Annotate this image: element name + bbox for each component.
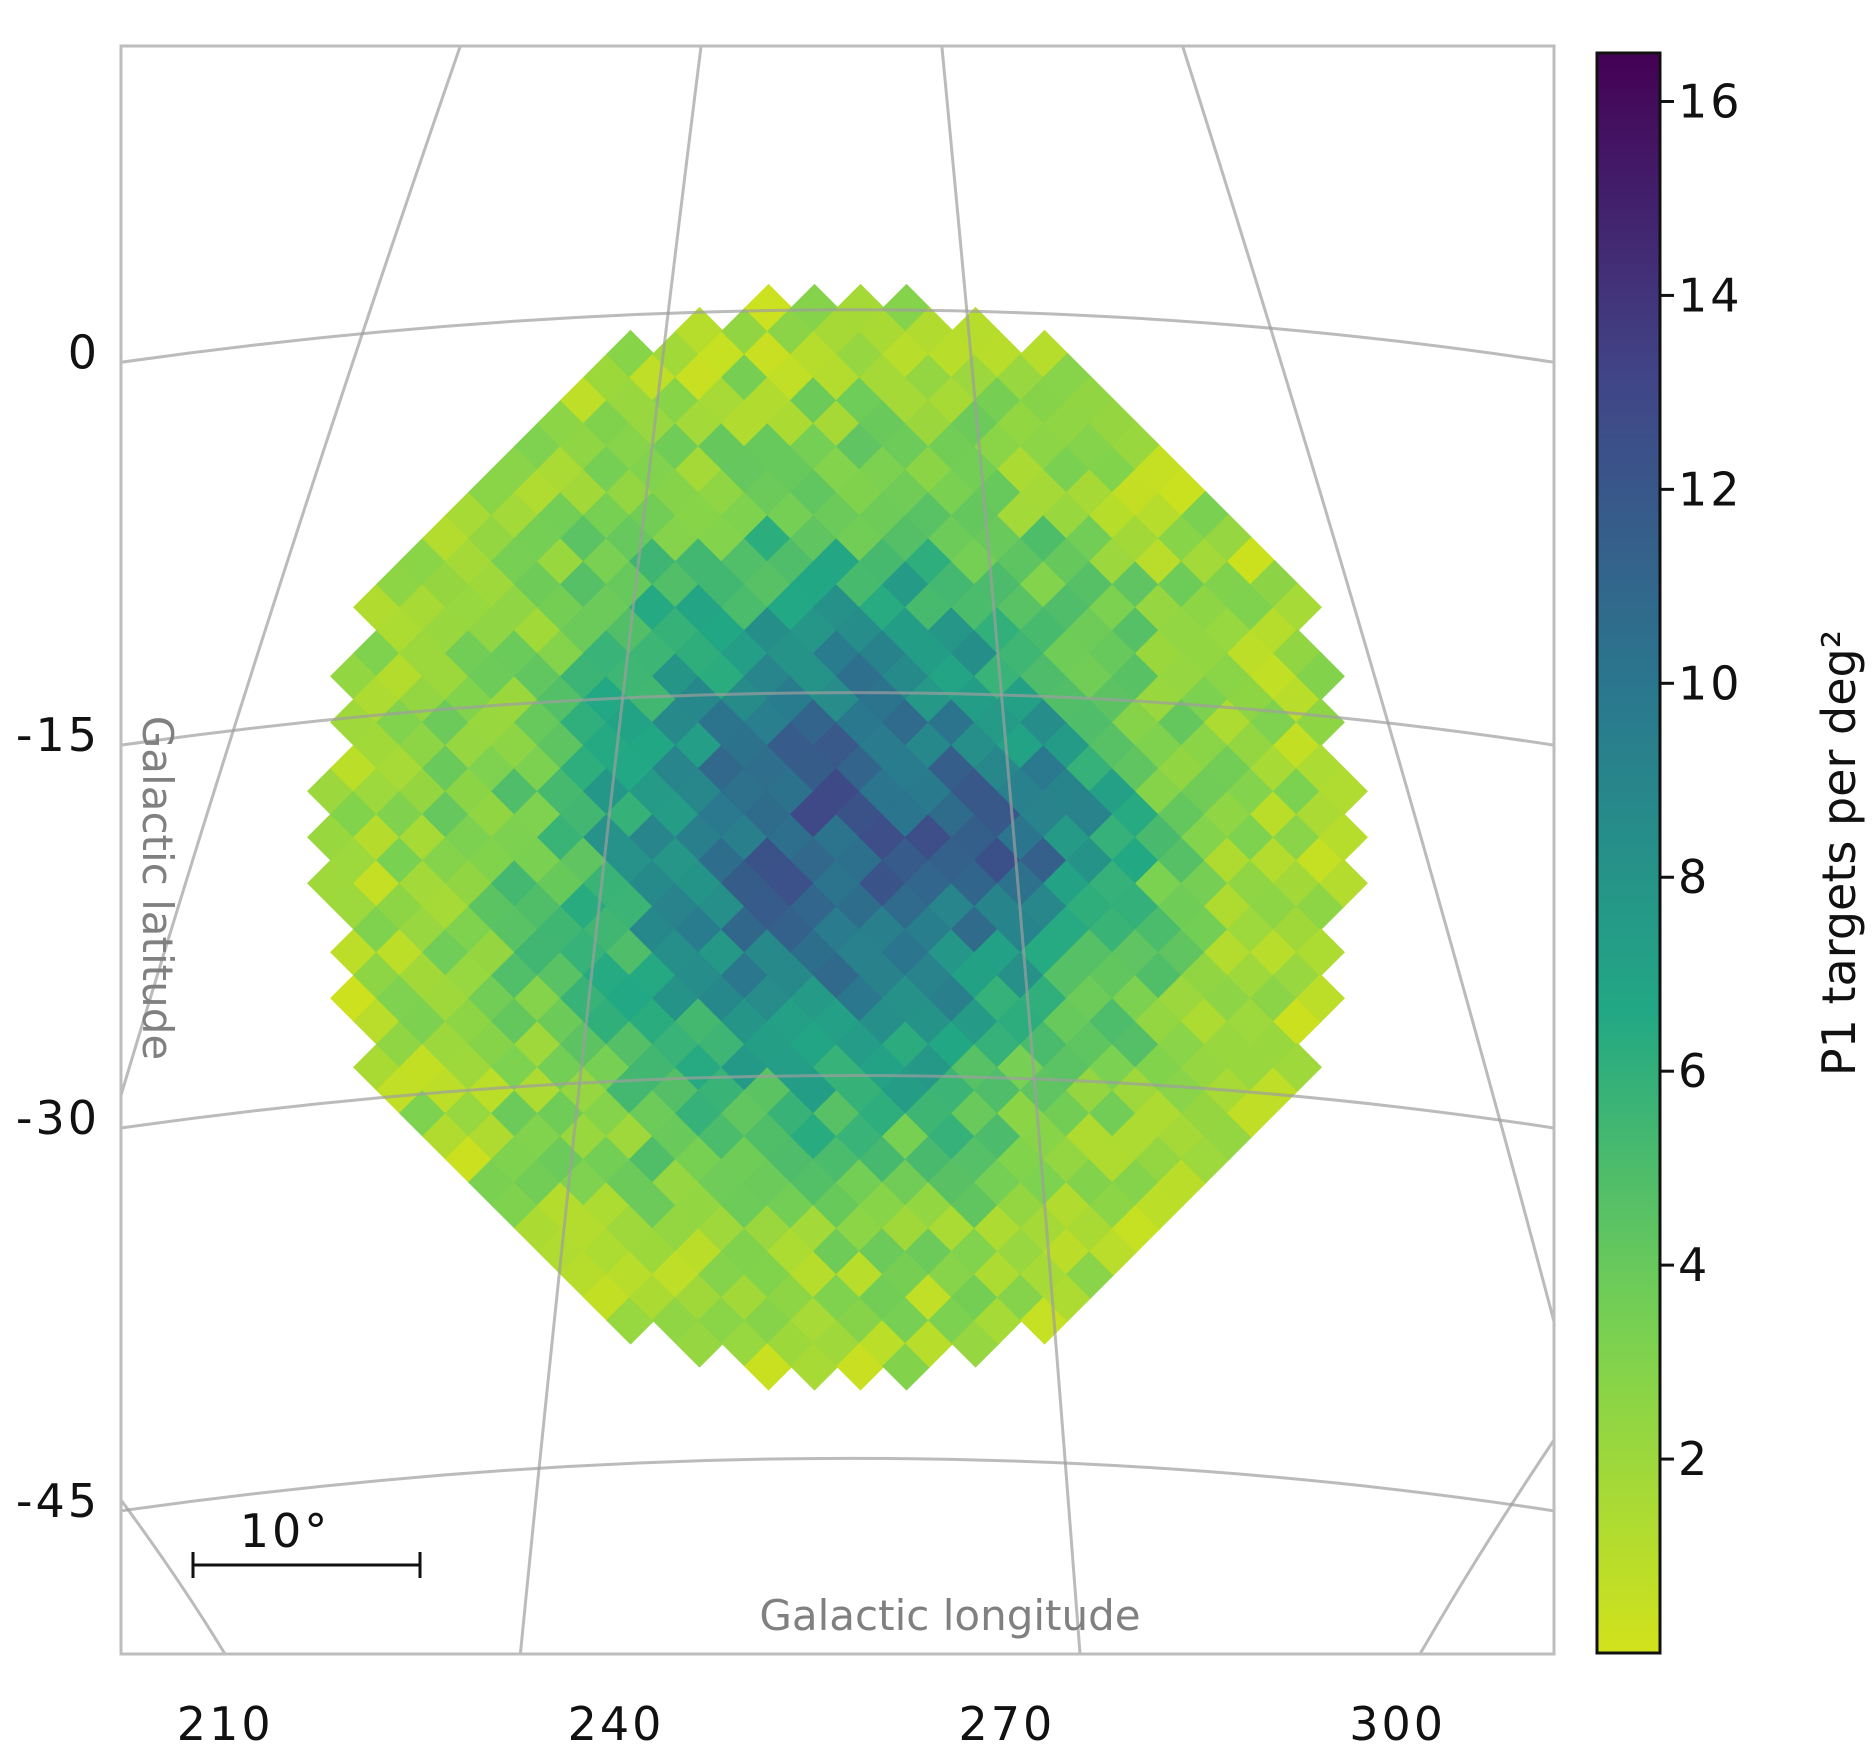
graticule-lon-210	[121, 46, 462, 1101]
scale-bar: 10°	[191, 1504, 422, 1578]
y-tick-0: 0	[68, 325, 100, 379]
graticule-lat-0	[121, 308, 1554, 364]
graticule-lon-240	[518, 46, 703, 1654]
heatmap-cell-801	[1296, 973, 1345, 1023]
plot-frame	[119, 44, 1556, 1656]
colorbar-tick-6: 6	[1678, 1044, 1710, 1098]
graticule-lat--30	[121, 1074, 1554, 1130]
heatmap-cell-793	[1273, 1042, 1322, 1092]
graticule-corner-right	[1418, 1439, 1554, 1654]
y-axis-label: Galactic latitude	[133, 716, 182, 1061]
colorbar-label: P1 targets per deg²	[1812, 630, 1866, 1076]
heatmap-cell-804	[1319, 858, 1368, 908]
colorbar-tick-12: 12	[1678, 462, 1743, 516]
x-tick-210: 210	[177, 1697, 274, 1750]
colorbar-tick-14: 14	[1678, 268, 1743, 322]
x-tick-300: 300	[1349, 1697, 1446, 1750]
x-tick-240: 240	[568, 1697, 665, 1750]
colorbar-tick-4: 4	[1678, 1238, 1710, 1292]
y-tick-neg45: -45	[16, 1474, 100, 1528]
graticule	[121, 46, 1554, 1654]
colorbar-tick-10: 10	[1678, 656, 1743, 710]
graticule-lon-300	[1181, 46, 1554, 1328]
y-tick-neg30: -30	[16, 1091, 100, 1145]
scale-bar-label: 10°	[240, 1504, 331, 1558]
x-tick-labels: 210 240 270 300	[177, 1697, 1446, 1750]
x-tick-270: 270	[958, 1697, 1055, 1750]
heatmap-cells	[307, 283, 1368, 1391]
x-axis-label: Galactic longitude	[759, 1591, 1140, 1640]
graticule-corner-left	[121, 1499, 227, 1654]
y-tick-labels: 0 -15 -30 -45	[16, 325, 100, 1528]
colorbar-tick-2: 2	[1678, 1432, 1710, 1486]
colorbar-tick-16: 16	[1678, 74, 1743, 128]
colorbar-tick-8: 8	[1678, 850, 1710, 904]
graticule-lon-270	[940, 46, 1082, 1654]
colorbar-ticks: 2 4 6 8 10 12 14 16	[1660, 74, 1743, 1486]
graticule-lat--45	[121, 1456, 1554, 1513]
colorbar	[1595, 51, 1662, 1655]
y-tick-neg15: -15	[16, 708, 100, 762]
graticule-lat--15	[121, 691, 1554, 747]
